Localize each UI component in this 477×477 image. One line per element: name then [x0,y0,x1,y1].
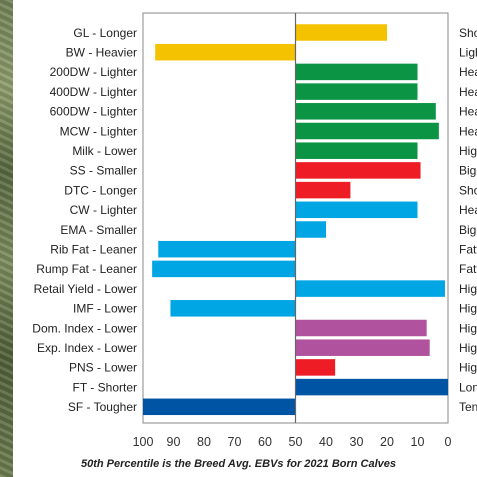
right-label: High [459,282,477,296]
x-tick-label: 80 [197,435,211,449]
right-label: Bigg [459,223,477,237]
category-label: Dom. Index - Lower [32,321,137,335]
right-label: Lon [459,380,477,394]
category-label: IMF - Lower [73,302,137,316]
bar-10 [295,221,326,238]
bar-7 [295,162,421,179]
x-tick-label: 70 [228,435,242,449]
bar-17 [295,359,336,376]
bar-14 [170,300,296,317]
right-label: Ligh [459,46,477,60]
x-tick-label: 10 [411,435,425,449]
x-tick-label: 100 [133,435,154,449]
bar-1 [155,43,296,61]
bar-16 [295,339,430,356]
category-label: SS - Smaller [70,164,137,178]
bar-15 [295,319,427,337]
right-label: Fatt [459,262,477,276]
chart-footnote: 50th Percentile is the Breed Avg. EBVs f… [80,458,397,470]
category-label: GL - Longer [73,26,137,40]
category-labels: GL - Longer BW - Heavier 200DW - Lighter 40… [32,26,137,414]
category-label: 200DW - Lighter [50,65,137,79]
category-label: Milk - Lower [72,144,137,158]
category-label: Rib Fat - Leaner [50,243,137,257]
category-label: Exp. Index - Lower [37,341,137,355]
right-label: Hea [459,105,477,119]
category-label: EMA - Smaller [60,223,137,237]
right-label: Fatt [459,243,477,257]
x-tick-label: 20 [380,435,394,449]
x-tick-label: 50 [289,435,303,449]
right-label: Sho [459,183,477,197]
bar-11 [158,240,296,258]
category-label: 600DW - Lighter [50,105,137,119]
bar-4 [295,103,436,120]
right-label: Bigg [459,164,477,178]
bar-12 [152,260,296,278]
bar-18 [295,378,448,396]
right-label: Ten [459,400,477,414]
category-label: SF - Tougher [68,400,137,414]
background-photo-strip [0,0,13,477]
category-label: Retail Yield - Lower [34,282,137,296]
category-label: MCW - Lighter [60,124,137,138]
right-label: Hea [459,65,477,79]
bar-2 [295,63,418,81]
category-label: FT - Shorter [73,380,137,394]
category-label: DTC - Longer [64,183,137,197]
bar-9 [295,201,418,219]
right-label: Hea [459,124,477,138]
category-label: Rump Fat - Leaner [36,262,137,276]
right-label: Sho [459,26,477,40]
x-tick-label: 40 [319,435,333,449]
category-label: BW - Heavier [66,46,137,60]
x-tick-label: 30 [350,435,364,449]
category-label: PNS - Lower [69,361,137,375]
right-label: High [459,144,477,158]
bar-19 [143,398,296,416]
bar-0 [295,24,387,41]
right-label: High [459,361,477,375]
right-label: High [459,302,477,316]
category-label: CW - Lighter [70,203,137,217]
bars [143,24,448,416]
x-tick-label: 0 [445,435,452,449]
right-label: Hea [459,85,477,99]
right-label: Hea [459,203,477,217]
right-labels: Sho Ligh Hea Hea Hea Hea High Bigg Sho Hea Bigg Fat… [459,26,477,414]
bar-13 [295,280,445,297]
bar-6 [295,142,418,159]
x-tick-label: 90 [167,435,181,449]
bar-8 [295,181,351,199]
x-axis-ticks: 100 90 80 70 60 50 40 30 20 10 0 [133,435,452,449]
x-tick-label: 60 [258,435,272,449]
right-label: High [459,321,477,335]
bar-5 [295,122,439,140]
right-label: High [459,341,477,355]
category-label: 400DW - Lighter [50,85,137,99]
bar-3 [295,83,418,100]
